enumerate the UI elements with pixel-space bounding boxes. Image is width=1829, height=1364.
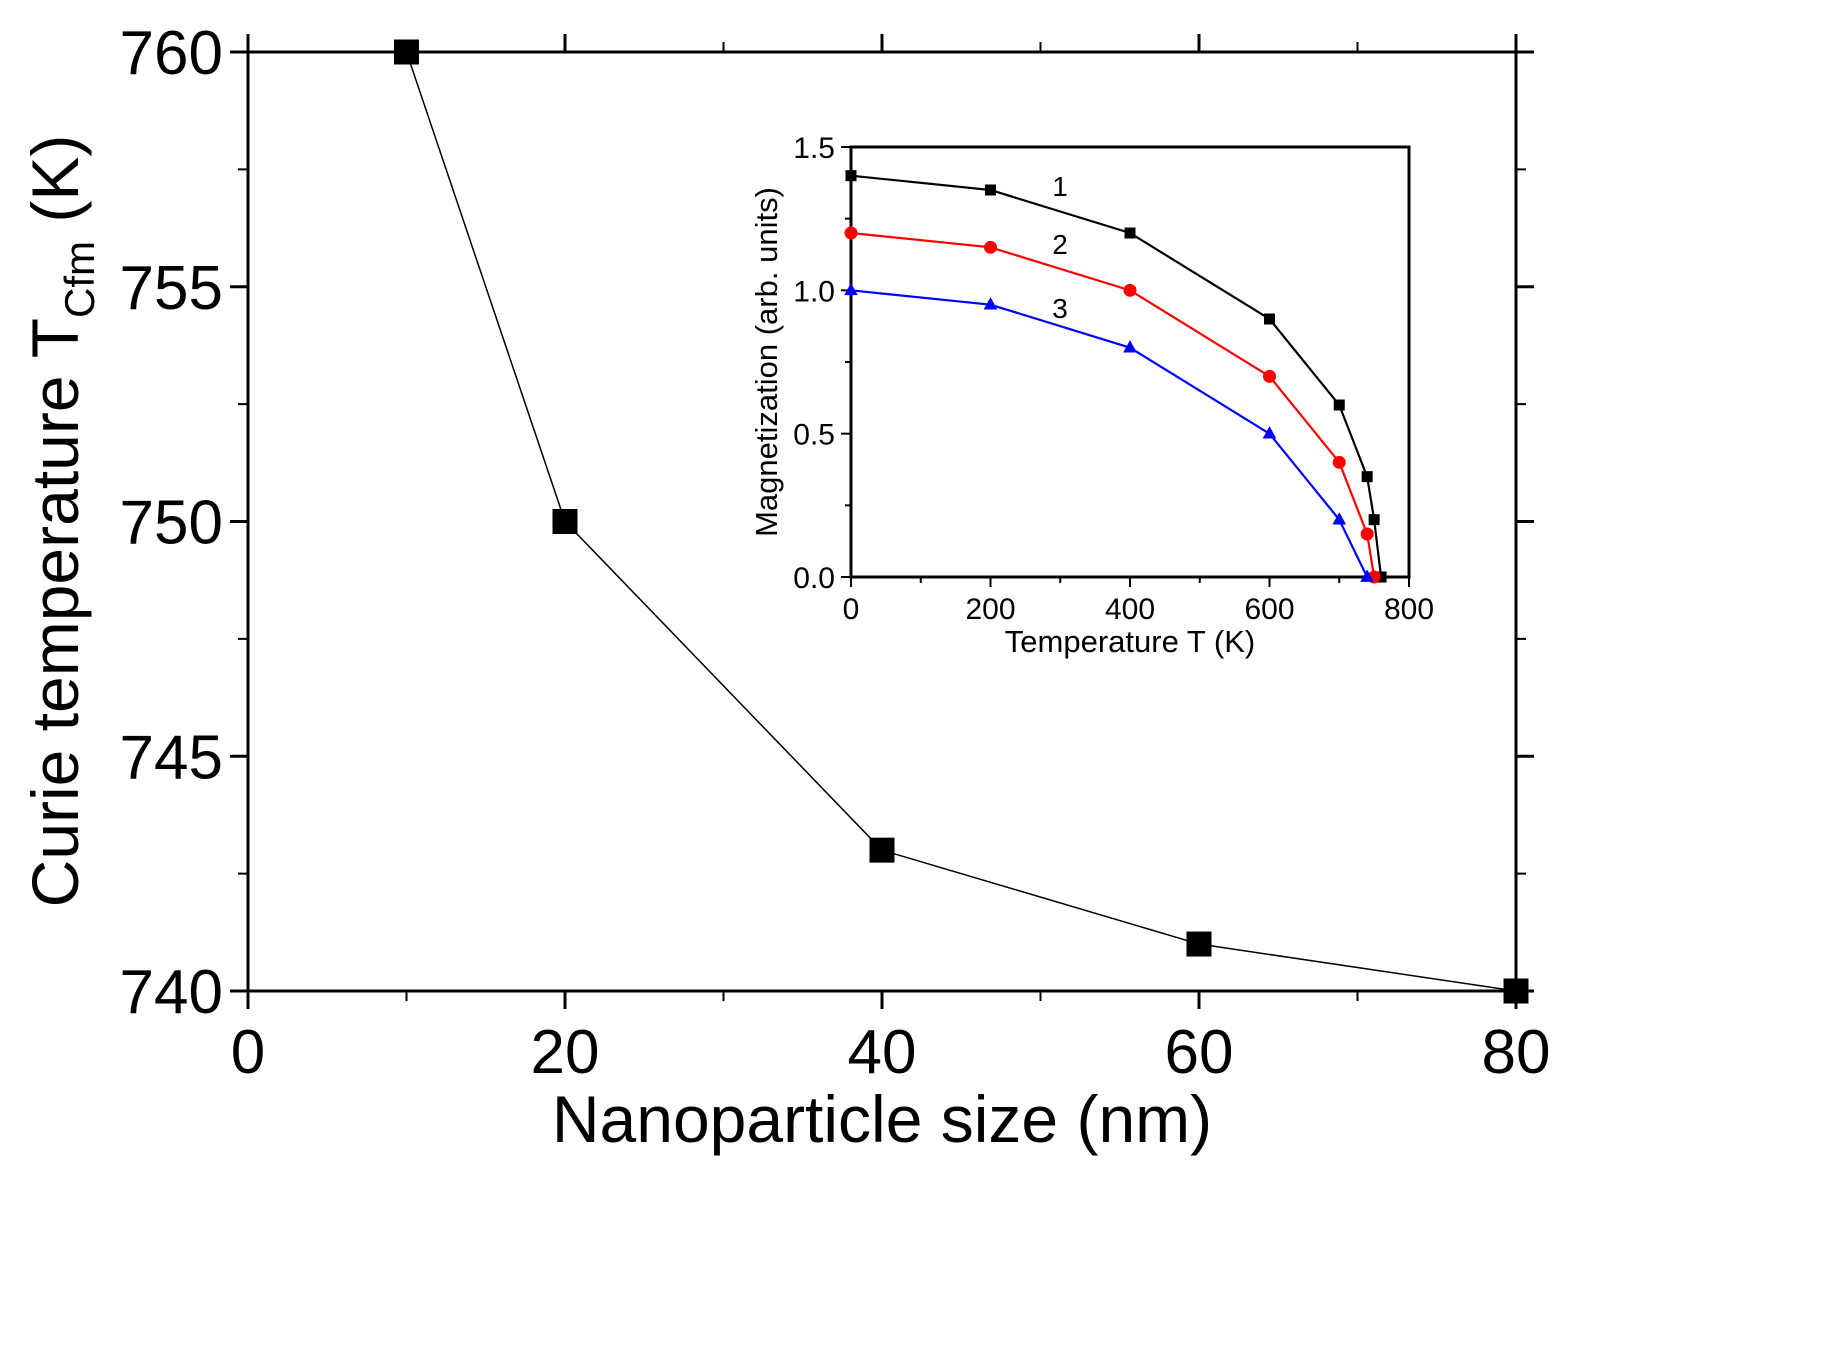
inset-data-point: [1360, 569, 1374, 582]
inset-data-point: [1332, 512, 1347, 525]
inset-y-axis-title: Magnetization (arb. units): [749, 187, 784, 537]
main-y-tick-label: 745: [120, 723, 223, 792]
main-y-axis-title-subscript: Cfm: [56, 241, 103, 318]
inset-data-point: [984, 240, 997, 254]
main-y-axis-title-main: Curie temperature T: [18, 318, 92, 907]
main-x-tick-label: 0: [231, 1018, 265, 1087]
inset-series-line: [850, 174, 1383, 578]
inset-series-line: [850, 231, 1376, 578]
main-y-tick-label: 760: [120, 19, 223, 88]
inset-data-point: [845, 170, 857, 182]
main-y-tick-label: 755: [120, 254, 223, 323]
main-y-tick-label: 750: [120, 489, 223, 558]
inset-data-point: [983, 297, 998, 310]
inset-plot-frame: [849, 145, 1411, 579]
inset-x-tick-label: 800: [1384, 593, 1434, 626]
inset-data-point: [1263, 369, 1276, 383]
inset-data-point: [1360, 527, 1374, 541]
inset-x-tick-label: 600: [1244, 593, 1294, 626]
inset-y-tick-label: 0.0: [793, 562, 835, 595]
main-x-tick-label: 80: [1482, 1018, 1551, 1087]
main-x-tick-label: 20: [531, 1018, 600, 1087]
main-y-axis-title-suffix: (K): [18, 135, 92, 241]
inset-data-point: [844, 226, 858, 240]
main-data-point: [394, 39, 419, 65]
inset-x-tick-label: 200: [965, 593, 1015, 626]
inset-data-point: [1332, 455, 1346, 469]
main-y-tick-label: 740: [120, 958, 223, 1027]
inset-y-tick-label: 0.5: [793, 419, 835, 452]
inset-data-point: [1264, 313, 1275, 325]
inset-y-tick-label: 1.5: [793, 132, 835, 165]
inset-series-label: 2: [1052, 229, 1068, 260]
inset-data-point: [1262, 426, 1277, 439]
main-y-axis-title: Curie temperature TCfm (K): [18, 135, 103, 908]
main-x-tick-label: 40: [848, 1018, 917, 1087]
inset-data-point: [1123, 340, 1137, 353]
inset-data-point: [1368, 514, 1380, 526]
inset-series-line: [850, 289, 1369, 578]
main-x-axis-title: Nanoparticle size (nm): [552, 1082, 1212, 1156]
main-data-point: [1503, 978, 1529, 1004]
inset-y-tick-label: 1.0: [793, 275, 835, 308]
inset-series-label: 3: [1052, 293, 1068, 324]
inset-x-tick-label: 0: [843, 593, 860, 626]
main-data-point: [869, 837, 895, 863]
inset-x-tick-label: 400: [1105, 593, 1155, 626]
main-data-point: [1186, 931, 1212, 957]
inset-data-point: [1123, 283, 1137, 297]
inset-data-point: [844, 282, 858, 296]
inset-data-point: [1361, 471, 1373, 483]
inset-data-point: [985, 184, 996, 196]
main-x-tick-label: 60: [1165, 1018, 1234, 1087]
inset-data-point: [1333, 399, 1345, 411]
inset-x-axis-title: Temperature T (K): [1005, 624, 1255, 659]
main-data-point: [552, 509, 578, 534]
inset-data-point: [1124, 227, 1136, 239]
inset-chart: 0 200 400 600 800 0.0 0.5 1.0 1.5 Temperature T (…: [749, 132, 1434, 659]
inset-series-label: 1: [1052, 171, 1068, 202]
